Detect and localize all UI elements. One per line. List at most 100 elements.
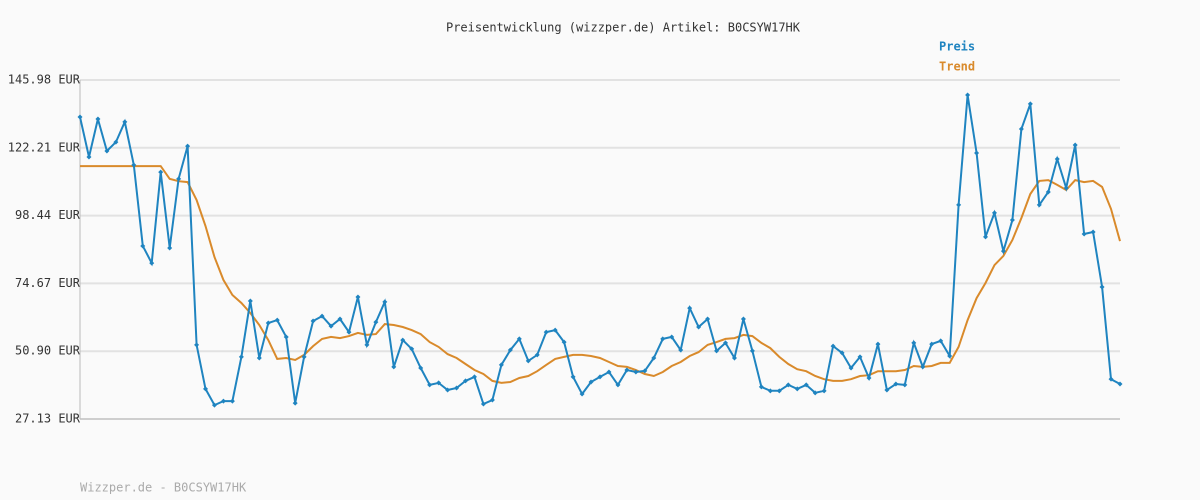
point bbox=[445, 387, 451, 393]
point bbox=[965, 92, 971, 98]
point bbox=[678, 347, 684, 353]
legend-entry: Trend bbox=[939, 60, 975, 74]
point bbox=[364, 342, 370, 348]
point bbox=[1009, 217, 1015, 223]
point bbox=[1117, 381, 1123, 387]
point bbox=[409, 346, 415, 352]
point bbox=[830, 343, 836, 349]
point bbox=[203, 386, 209, 392]
point bbox=[319, 313, 325, 319]
point bbox=[794, 386, 800, 392]
point bbox=[292, 400, 298, 406]
point bbox=[301, 354, 307, 360]
point bbox=[696, 324, 702, 330]
point bbox=[983, 234, 989, 240]
point bbox=[274, 317, 280, 323]
point bbox=[570, 374, 576, 380]
point bbox=[731, 355, 737, 361]
point bbox=[328, 323, 334, 329]
point bbox=[104, 148, 110, 154]
point bbox=[615, 382, 621, 388]
point bbox=[498, 362, 504, 368]
point bbox=[122, 119, 128, 125]
point bbox=[974, 150, 980, 156]
point bbox=[785, 382, 791, 388]
point bbox=[454, 385, 460, 391]
footer: Wizzper.de - B0CSYW17HK bbox=[80, 481, 247, 495]
point bbox=[427, 382, 433, 388]
point bbox=[1099, 284, 1105, 290]
point bbox=[597, 374, 603, 380]
point bbox=[1018, 126, 1024, 132]
point bbox=[436, 380, 442, 386]
point bbox=[767, 388, 773, 394]
point bbox=[86, 154, 92, 160]
point bbox=[1036, 202, 1042, 208]
point bbox=[283, 334, 289, 340]
point bbox=[1108, 376, 1114, 382]
point bbox=[552, 327, 558, 333]
point bbox=[337, 316, 343, 322]
y-tick-label: 122.21 EUR bbox=[8, 140, 81, 154]
point bbox=[991, 210, 997, 216]
point bbox=[247, 298, 253, 304]
point bbox=[373, 319, 379, 325]
point bbox=[758, 384, 764, 390]
point bbox=[1063, 185, 1069, 191]
point bbox=[131, 162, 137, 168]
point bbox=[714, 348, 720, 354]
point bbox=[140, 243, 146, 249]
point bbox=[355, 294, 361, 300]
point bbox=[812, 390, 818, 396]
point bbox=[176, 176, 182, 182]
point bbox=[480, 401, 486, 407]
point bbox=[1081, 231, 1087, 237]
point bbox=[1045, 189, 1051, 195]
point bbox=[723, 340, 729, 346]
point bbox=[857, 354, 863, 360]
point bbox=[669, 334, 675, 340]
point bbox=[624, 367, 630, 373]
point bbox=[929, 341, 935, 347]
point bbox=[633, 369, 639, 375]
point bbox=[113, 139, 119, 145]
y-tick-label: 98.44 EUR bbox=[15, 208, 81, 222]
point bbox=[740, 316, 746, 322]
point bbox=[77, 114, 83, 120]
point bbox=[902, 382, 908, 388]
point bbox=[1090, 229, 1096, 235]
point bbox=[821, 388, 827, 394]
point bbox=[525, 358, 531, 364]
point bbox=[606, 369, 612, 375]
point bbox=[238, 354, 244, 360]
point bbox=[534, 352, 540, 358]
point bbox=[516, 336, 522, 342]
point bbox=[866, 375, 872, 381]
point bbox=[382, 299, 388, 305]
point bbox=[95, 116, 101, 122]
point bbox=[920, 364, 926, 370]
point bbox=[471, 374, 477, 380]
point bbox=[463, 378, 469, 384]
point bbox=[418, 365, 424, 371]
point bbox=[149, 260, 155, 266]
point bbox=[256, 355, 262, 361]
point bbox=[489, 397, 495, 403]
y-tick-label: 145.98 EUR bbox=[8, 73, 81, 87]
point bbox=[848, 365, 854, 371]
point bbox=[803, 382, 809, 388]
point bbox=[1054, 156, 1060, 162]
point bbox=[642, 368, 648, 374]
point bbox=[884, 387, 890, 393]
point bbox=[265, 320, 271, 326]
point bbox=[705, 316, 711, 322]
point bbox=[158, 169, 164, 175]
point bbox=[194, 342, 200, 348]
point bbox=[400, 337, 406, 343]
point bbox=[1000, 248, 1006, 254]
point bbox=[938, 338, 944, 344]
point bbox=[543, 329, 549, 335]
